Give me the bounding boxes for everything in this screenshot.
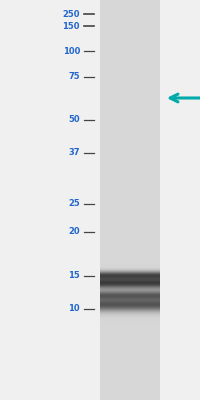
Text: 20: 20 (68, 228, 80, 236)
Text: 100: 100 (63, 47, 80, 56)
Text: 50: 50 (68, 116, 80, 124)
Text: 10: 10 (68, 304, 80, 313)
Text: 250: 250 (62, 10, 80, 19)
Text: 37: 37 (68, 148, 80, 157)
Text: 150: 150 (62, 22, 80, 31)
Text: 25: 25 (68, 200, 80, 208)
Text: 15: 15 (68, 272, 80, 280)
Text: 75: 75 (68, 72, 80, 81)
